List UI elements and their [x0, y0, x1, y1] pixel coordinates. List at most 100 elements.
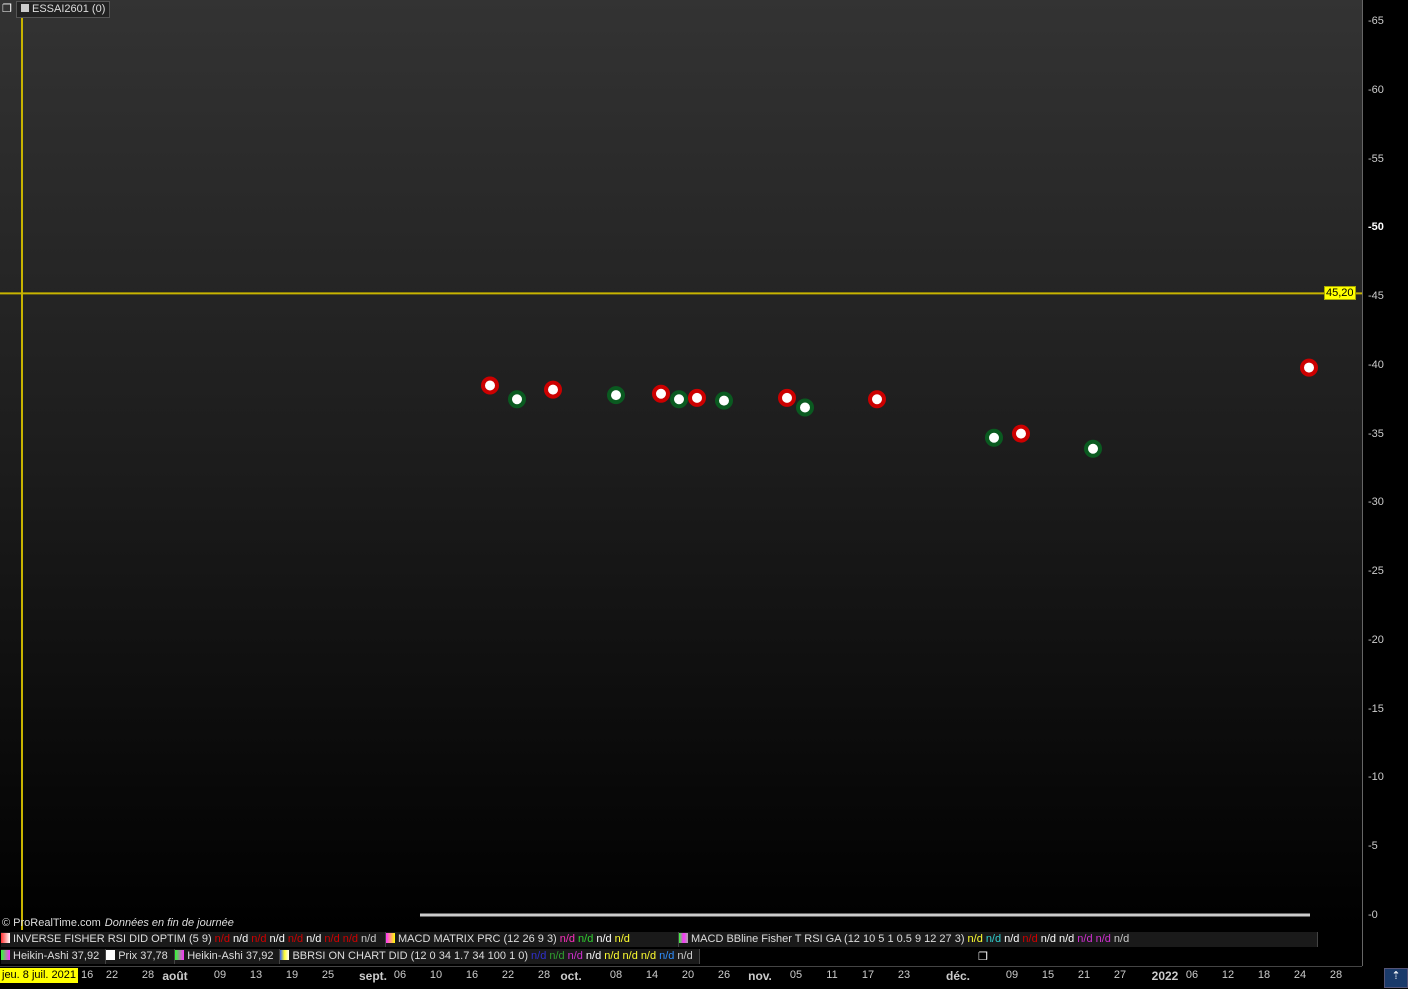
x-tick-label: 14 — [645, 969, 659, 981]
x-tick-label: sept. — [358, 969, 388, 983]
indicator-color-icon — [386, 933, 395, 943]
x-tick-label: 10 — [429, 969, 443, 981]
y-tick-label: -65 — [1368, 15, 1384, 27]
x-tick-label: 24 — [1293, 969, 1307, 981]
indicator-legend-item[interactable]: Prix 37,78 — [106, 949, 176, 964]
y-tick-label: -30 — [1368, 496, 1384, 509]
indicator-value: n/d — [604, 950, 620, 962]
indicator-value: n/d — [614, 933, 630, 945]
data-point — [670, 390, 688, 409]
x-tick-label: 09 — [1005, 969, 1019, 981]
indicator-value: n/d — [549, 950, 565, 962]
indicator-value: n/d — [1095, 933, 1111, 945]
x-tick-label: 21 — [1077, 969, 1091, 981]
indicator-color-icon — [1, 950, 10, 960]
x-tick-label: 22 — [105, 969, 119, 981]
scroll-to-end-icon[interactable]: ⇡ — [1384, 968, 1408, 988]
y-tick-label: -40 — [1368, 358, 1384, 371]
indicator-value: n/d — [361, 933, 377, 945]
indicator-legend-item[interactable]: MACD BBline Fisher T RSI GA (12 10 5 1 0… — [679, 932, 1318, 947]
chart-plot-area[interactable] — [0, 0, 1362, 930]
x-tick-label: 08 — [609, 969, 623, 981]
x-tick-label: 18 — [1257, 969, 1271, 981]
indicator-value: n/d — [1059, 933, 1075, 945]
x-tick-label: août — [162, 969, 188, 983]
y-tick-label: -20 — [1368, 633, 1384, 646]
indicator-value: n/d — [324, 933, 340, 945]
indicator-value: n/d — [596, 933, 612, 945]
copyright: © ProRealTime.com Données en fin de journ… — [2, 917, 234, 930]
date-axis[interactable]: 16 22 28 août 09 13 19 25 sept. 06 10 16 22 28 oct. 08 1… — [0, 966, 1362, 987]
indicator-value: n/d — [967, 933, 983, 945]
indicator-value: n/d — [214, 933, 230, 945]
indicator-value: n/d — [342, 933, 359, 945]
x-tick-label: 28 — [537, 969, 551, 981]
x-tick-label: 19 — [285, 969, 299, 981]
indicator-legend-item[interactable]: BBRSI ON CHART DID (12 0 34 1.7 34 100 1… — [280, 949, 700, 964]
indicator-color-icon — [1, 933, 10, 943]
indicator-value: n/d — [1077, 933, 1093, 945]
y-tick-label: -35 — [1368, 427, 1384, 440]
indicator-value: n/d — [567, 950, 583, 962]
x-tick-label: 09 — [213, 969, 227, 981]
indicator-value: n/d — [640, 950, 657, 962]
data-point — [1084, 439, 1102, 458]
data-point — [481, 376, 499, 395]
x-tick-label: 26 — [717, 969, 731, 981]
indicator-value: n/d — [1040, 933, 1056, 945]
y-tick-label: -45 — [1368, 290, 1384, 303]
data-point — [508, 390, 526, 409]
price-axis[interactable] — [1362, 0, 1408, 966]
indicator-value: n/d — [1113, 933, 1130, 945]
x-tick-label: 06 — [393, 969, 407, 981]
x-tick-label: 23 — [897, 969, 911, 981]
x-tick-label: 2022 — [1151, 969, 1179, 983]
y-tick-label: -55 — [1368, 152, 1384, 165]
indicator-color-icon — [175, 950, 185, 960]
indicator-color-icon — [679, 933, 688, 943]
window-restore-icon[interactable]: ❐ — [2, 3, 12, 15]
indicator-name: Prix 37,78 — [118, 950, 168, 962]
x-tick-label: 20 — [681, 969, 695, 981]
indicator-name: MACD BBline Fisher T RSI GA (12 10 5 1 0… — [691, 933, 965, 945]
x-tick-label: 17 — [861, 969, 875, 981]
window-restore-icon[interactable]: ❐ — [978, 951, 988, 963]
indicator-value: n/d — [585, 950, 602, 962]
indicator-value: n/d — [251, 933, 267, 945]
x-tick-label: 05 — [789, 969, 803, 981]
indicator-color-icon — [106, 950, 116, 960]
indicator-name: BBRSI ON CHART DID (12 0 34 1.7 34 100 1… — [292, 950, 529, 962]
indicator-legend-row-2: Heikin-Ashi 37,92 Prix 37,78 Heikin-Ashi 3… — [1, 949, 700, 964]
data-note: Données en fin de journée — [104, 917, 234, 929]
indicator-legend-item[interactable]: Heikin-Ashi 37,92 — [1, 949, 107, 964]
indicator-value: n/d — [985, 933, 1002, 945]
indicator-name: INVERSE FISHER RSI DID OPTIM (5 9) — [13, 933, 212, 945]
indicator-legend-item[interactable]: INVERSE FISHER RSI DID OPTIM (5 9) n/d n/d… — [1, 932, 386, 947]
indicator-color-icon — [280, 950, 290, 960]
indicator-value: n/d — [531, 950, 547, 962]
y-tick-label: -60 — [1368, 83, 1384, 96]
chart-title-tab[interactable]: ESSAI2601 (0) — [16, 1, 111, 18]
data-point — [607, 386, 625, 405]
indicator-legend-item[interactable]: Heikin-Ashi 37,92 — [175, 949, 281, 964]
indicator-value: n/d — [1004, 933, 1020, 945]
indicator-value: n/d — [269, 933, 285, 945]
data-point — [1300, 358, 1318, 377]
data-point — [796, 398, 814, 417]
x-tick-label: 12 — [1221, 969, 1235, 981]
x-tick-label: 28 — [141, 969, 155, 981]
y-tick-label: -25 — [1368, 565, 1384, 578]
indicator-value: n/d — [659, 950, 675, 962]
indicator-name: Heikin-Ashi 37,92 — [187, 950, 274, 962]
indicator-name: Heikin-Ashi 37,92 — [13, 950, 100, 962]
color-square-icon — [21, 4, 29, 12]
data-point — [715, 391, 733, 410]
data-point — [778, 388, 796, 407]
y-tick-label: -15 — [1368, 702, 1384, 715]
x-tick-label: 11 — [826, 969, 838, 981]
data-point — [1012, 424, 1030, 443]
y-tick-label: -5 — [1368, 840, 1378, 853]
x-tick-label: 16 — [81, 969, 94, 981]
indicator-legend-item[interactable]: MACD MATRIX PRC (12 26 9 3) n/d n/d n/d n/d — [386, 932, 679, 947]
x-tick-label: 15 — [1041, 969, 1055, 981]
